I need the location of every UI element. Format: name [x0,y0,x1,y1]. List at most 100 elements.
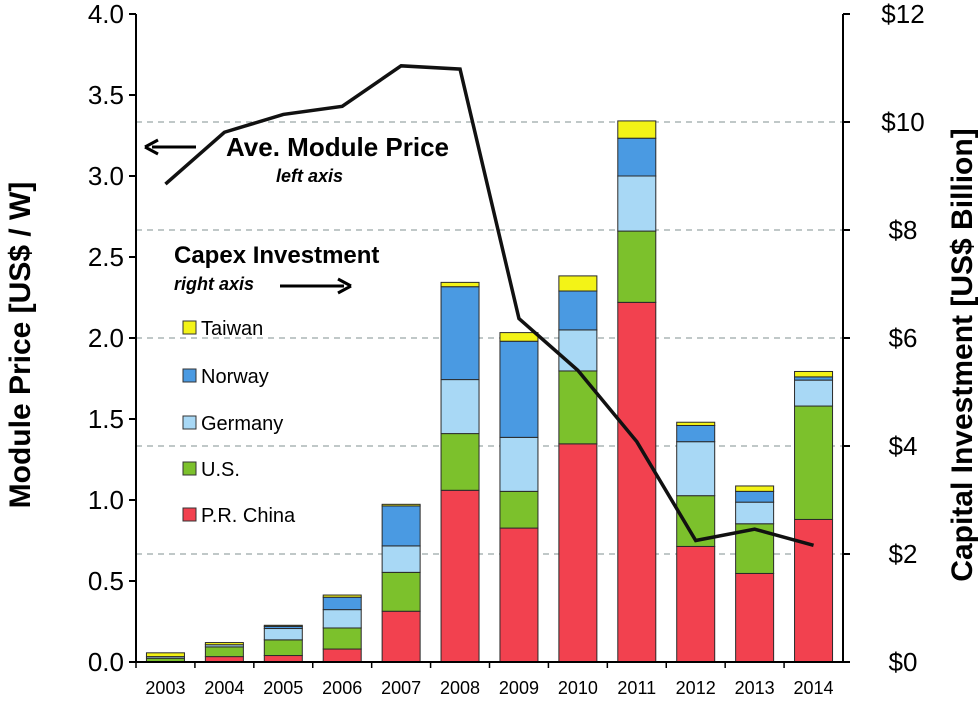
bar-u-s-2014 [794,405,834,520]
bar-germany-2008 [440,379,480,435]
price-line-layer [164,64,815,548]
legend-swatch-germany [182,415,197,430]
legend-swatch-taiwan [182,320,197,335]
bar-taiwan-2007 [381,503,421,507]
legend-swatch-china [182,507,197,522]
price-annotation-title: Ave. Module Price [226,132,449,162]
bar-u-s-2009 [499,490,539,529]
x-tick-label: 2003 [145,678,185,698]
capex-annotation-title: Capex Investment [174,242,379,269]
bar-norway-2013 [735,490,775,503]
bar-taiwan-2004 [204,642,244,646]
axes [129,13,850,668]
right-tick-label: $6 [889,323,918,353]
x-tick-label: 2010 [558,678,598,698]
bar-germany-2010 [558,329,598,372]
x-tick-label: 2006 [322,678,362,698]
x-tick-label: 2004 [204,678,244,698]
bar-taiwan-2011 [617,120,657,139]
left-arrow-icon [144,138,159,156]
bar-p-r-china-2013 [735,572,775,663]
bar-taiwan-2010 [558,275,598,292]
legend-label-taiwan: Taiwan [201,318,263,340]
x-tick-label: 2007 [381,678,421,698]
left-tick-label: 3.0 [88,161,124,191]
bar-p-r-china-2009 [499,527,539,663]
capex-annotation-sub: right axis [174,274,254,294]
bar-p-r-china-2006 [322,648,362,663]
gridlines [136,121,843,555]
bar-germany-2011 [617,175,657,232]
bar-norway-2007 [381,505,421,547]
legend-label-china: P.R. China [201,505,296,527]
right-tick-label: $10 [881,107,924,137]
bar-norway-2009 [499,340,539,438]
right-tick-label: $8 [889,215,918,245]
bar-germany-2013 [735,501,775,525]
bar-u-s-2011 [617,230,657,303]
legend-swatch-us [182,461,197,476]
x-tick-label: 2011 [617,678,656,698]
price-annotation: Ave. Module Price left axis [144,132,449,186]
right-tick-label: $4 [889,431,918,461]
bar-norway-2010 [558,290,598,331]
bar-u-s-2004 [204,646,244,658]
right-arrow-icon [337,277,352,295]
bar-p-r-china-2007 [381,610,421,663]
bar-u-s-2008 [440,433,480,491]
right-axis-title: Capital Investment [US$ Billion] [946,128,979,581]
x-tick-label: 2009 [499,678,539,698]
bar-germany-2009 [499,436,539,492]
bar-germany-2005 [263,628,303,641]
bar-taiwan-2013 [735,485,775,492]
legend-swatch-norway [182,368,197,383]
bar-p-r-china-2008 [440,489,480,663]
bar-norway-2012 [676,424,716,443]
bar-taiwan-2008 [440,281,480,288]
bar-p-r-china-2010 [558,443,598,663]
bar-germany-2007 [381,545,421,573]
left-tick-label: 1.5 [88,404,124,434]
x-tick-label: 2013 [735,678,775,698]
bar-u-s-2007 [381,571,421,612]
bars [145,120,834,663]
left-tick-label: 0.0 [88,647,124,677]
bar-taiwan-2009 [499,332,539,342]
bar-norway-2008 [440,286,480,381]
bar-u-s-2005 [263,639,303,657]
legend-label-norway: Norway [201,366,269,388]
right-tick-label: $0 [889,647,918,677]
bar-germany-2006 [322,609,362,629]
capex-annotation: Capex Investment right axis [174,242,379,295]
left-tick-label: 3.5 [88,80,124,110]
right-tick-label: $2 [889,539,918,569]
bar-taiwan-2003 [145,652,185,658]
left-tick-label: 4.0 [88,0,124,29]
bar-norway-2006 [322,596,362,611]
x-tick-label: 2008 [440,678,480,698]
bar-germany-2014 [794,379,834,407]
x-tick-label: 2012 [676,678,716,698]
left-tick-label: 2.5 [88,242,124,272]
bar-taiwan-2014 [794,370,834,378]
bar-taiwan-2005 [263,624,303,627]
tick-labels: 0.0 0.5 1.0 1.5 2.0 2.5 3.0 3.5 4.0 $0 $2 $4 $6 $8 $10… [88,0,925,698]
price-line [164,64,815,548]
left-tick-label: 0.5 [88,566,124,596]
legend-label-us: U.S. [201,459,240,481]
bar-u-s-2006 [322,627,362,650]
bar-norway-2011 [617,137,657,177]
right-tick-label: $12 [881,0,924,29]
bar-p-r-china-2012 [676,545,716,663]
left-tick-label: 1.0 [88,485,124,515]
bar-germany-2012 [676,441,716,497]
price-annotation-sub: left axis [276,166,343,186]
legend: Taiwan Norway Germany U.S. P.R. China [182,318,296,527]
bar-p-r-china-2011 [617,301,657,663]
x-tick-label: 2014 [794,678,834,698]
left-tick-label: 2.0 [88,323,124,353]
legend-label-germany: Germany [201,413,283,435]
x-tick-label: 2005 [263,678,303,698]
bar-taiwan-2006 [322,594,362,598]
